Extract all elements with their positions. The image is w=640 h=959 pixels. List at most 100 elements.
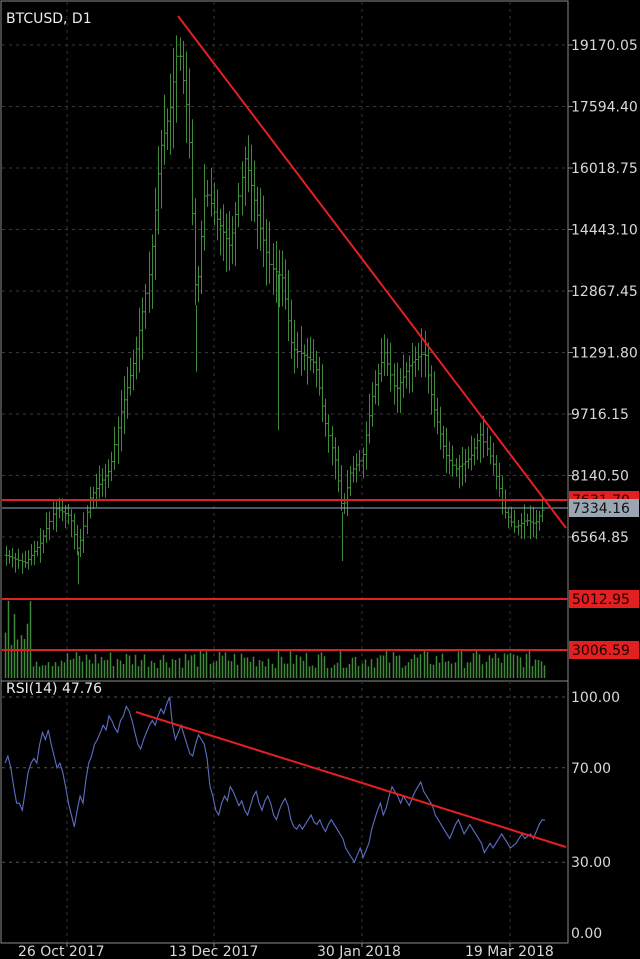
ohlc-bar: [29, 543, 34, 566]
ohlc-bar: [193, 198, 198, 306]
ohlc-bar: [150, 234, 155, 309]
ohlc-bar: [116, 416, 121, 464]
ohlc-bar: [314, 350, 319, 388]
ohlc-bar: [75, 524, 80, 556]
ohlc-bar: [280, 250, 285, 307]
current-price-label: 7334.16: [572, 501, 630, 517]
ohlc-bar: [20, 553, 25, 574]
ohlc-bar: [435, 397, 440, 435]
ohlc-bar: [488, 435, 493, 465]
ohlc-bar: [330, 425, 335, 466]
ohlc-bar: [466, 446, 471, 469]
ohlc-bar: [336, 445, 341, 493]
rsi-name: RSI(14): [6, 681, 57, 697]
ohlc-bar: [147, 251, 152, 313]
ohlc-bar: [38, 528, 43, 563]
ohlc-bar: [240, 161, 245, 216]
ohlc-bar: [478, 422, 483, 463]
ohlc-bar: [354, 453, 359, 483]
horizontal-levels: [2, 499, 568, 651]
ohlc-bar: [376, 363, 381, 407]
level-tag-label: 5012.95: [572, 592, 630, 608]
ohlc-bar: [88, 486, 93, 519]
rsi-tick-label: 70.00: [571, 761, 611, 777]
ohlc-bar: [184, 51, 189, 143]
ohlc-bar: [357, 450, 362, 472]
ohlc-bar: [54, 501, 59, 532]
ohlc-bar: [23, 550, 28, 568]
ohlc-bar: [233, 202, 238, 267]
ohlc-bar: [140, 297, 145, 360]
ohlc-bar: [199, 220, 204, 295]
ohlc-bar: [342, 493, 347, 515]
ohlc-bar: [447, 441, 452, 475]
ohlc-bar: [122, 376, 127, 435]
ohlc-bar: [326, 414, 331, 453]
ohlc-bar: [196, 265, 201, 303]
ohlc-bar: [94, 473, 99, 508]
ohlc-bar: [537, 510, 542, 531]
ohlc-bar: [69, 509, 74, 538]
price-tick-label: 16018.75: [571, 161, 638, 177]
ohlc-bar: [305, 338, 310, 385]
ohlc-bar: [401, 354, 406, 398]
ohlc-bar: [333, 437, 338, 480]
volume-bars: [4, 600, 546, 678]
ohlc-bar: [525, 513, 530, 526]
ohlc-bar: [230, 216, 235, 265]
ohlc-bar: [131, 349, 136, 391]
rsi-value: 47.76: [62, 681, 102, 697]
ohlc-bar: [494, 455, 499, 490]
ohlc-bar: [512, 509, 517, 533]
ohlc-bar: [119, 390, 124, 452]
ohlc-bar: [444, 427, 449, 473]
price-tick-label: 11291.80: [571, 346, 638, 362]
ohlc-bar: [13, 552, 18, 573]
ohlc-bar: [153, 187, 158, 280]
ohlc-bar: [503, 489, 508, 519]
ohlc-bar: [413, 346, 418, 377]
ohlc-bar: [432, 371, 437, 428]
ohlc-bar: [339, 465, 344, 512]
ohlc-bar: [16, 548, 21, 569]
rsi-tick-label: 0.00: [571, 926, 602, 942]
ohlc-bar: [165, 108, 170, 150]
ohlc-bar: [407, 355, 412, 393]
ohlc-bar: [516, 519, 521, 536]
ohlc-bar: [236, 182, 241, 228]
ohlc-bar: [171, 48, 176, 149]
ohlc-bar: [289, 299, 294, 359]
ohlc-bar: [128, 357, 133, 396]
ohlc-bar: [218, 208, 223, 256]
ohlc-bar: [364, 421, 369, 470]
ohlc-bar: [441, 425, 446, 459]
ohlc-bars: [4, 35, 545, 585]
ohlc-bar: [97, 465, 102, 499]
ohlc-bar: [522, 504, 527, 540]
ohlc-bar: [227, 211, 232, 271]
price-axis-ticks: 19170.05 17594.40 16018.75 14443.10 12867.45…: [568, 38, 638, 546]
ohlc-bar: [91, 486, 96, 509]
ohlc-bar: [212, 182, 217, 226]
ohlc-bar: [112, 426, 117, 470]
current-price-tag: 7334.16: [569, 499, 639, 517]
ohlc-bar: [60, 498, 65, 522]
ohlc-bar: [35, 540, 40, 557]
ohlc-bar: [190, 119, 195, 226]
ohlc-bar: [159, 130, 164, 209]
ohlc-bar: [429, 365, 434, 415]
ohlc-bar: [370, 381, 375, 427]
ohlc-bar: [286, 269, 291, 342]
ohlc-bar: [295, 331, 300, 369]
ohlc-bar: [181, 40, 186, 95]
ohlc-bar: [373, 370, 378, 405]
price-tick-label: 17594.40: [571, 100, 638, 116]
ohlc-bar: [317, 356, 322, 396]
ohlc-bar: [320, 364, 325, 422]
price-trendline[interactable]: [177, 15, 567, 529]
ohlc-bar: [460, 446, 465, 487]
ohlc-bar: [367, 393, 372, 444]
date-tick-label: 30 Jan 2018: [317, 944, 401, 959]
ohlc-bar: [302, 344, 307, 371]
rsi-trendline[interactable]: [135, 711, 567, 848]
